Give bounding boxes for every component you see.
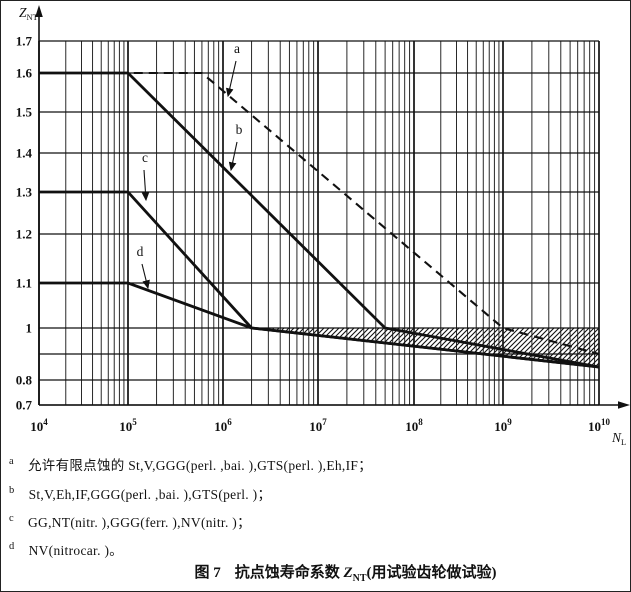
svg-text:106: 106 [214, 417, 232, 434]
svg-text:105: 105 [119, 417, 137, 434]
footnote-text: GG,NT(nitr. ),GGG(ferr. ),NV(nitr. )； [27, 515, 251, 530]
curve-b [39, 71, 600, 369]
x-axis-labels: 104 105 106 107 108 109 1010 [30, 417, 610, 434]
svg-text:c: c [142, 150, 148, 165]
svg-text:1.7: 1.7 [16, 34, 33, 49]
svg-text:NL: NL [611, 430, 626, 447]
footnote-a: a 允许有限点蚀的 St,V,GGG(perl. ,bai. ),GTS(perl… [9, 454, 372, 474]
footnote-c: c GG,NT(nitr. ),GGG(ferr. ),NV(nitr. )； [9, 511, 251, 531]
y-axis-labels: 1.7 1.6 1.5 1.4 1.3 1.2 1.1 1 0.8 0.7 [16, 34, 33, 413]
footnote-text: 允许有限点蚀的 St,V,GGG(perl. ,bai. ),GTS(perl.… [27, 458, 373, 473]
footnote-b: b St,V,Eh,IF,GGG(perl. ,bai. ),GTS(perl. … [9, 483, 271, 503]
curve-label-c: c [141, 150, 150, 202]
svg-text:0.7: 0.7 [16, 398, 33, 413]
figure-number: 图 7 [194, 565, 221, 581]
footnote-d: d NV(nitrocar. )。 [9, 539, 123, 559]
curve-label-a: a [225, 41, 240, 98]
caption-symbol-sub: NT [352, 573, 367, 584]
caption-symbol: Z [343, 565, 353, 581]
curve-label-b: b [228, 122, 243, 172]
footnote-marker: c [9, 513, 14, 524]
svg-text:1.1: 1.1 [16, 276, 32, 291]
curve-a [133, 71, 600, 356]
svg-text:107: 107 [309, 417, 327, 434]
svg-text:a: a [234, 41, 240, 56]
svg-text:0.8: 0.8 [16, 373, 33, 388]
svg-text:1.2: 1.2 [16, 227, 32, 242]
svg-text:1010: 1010 [588, 417, 611, 434]
svg-text:ZNT: ZNT [19, 5, 39, 22]
svg-text:1.5: 1.5 [16, 105, 33, 120]
svg-text:104: 104 [30, 417, 48, 434]
figure-caption: 图 7 抗点蚀寿命系数 ZNT(用试验齿轮做试验) [71, 561, 620, 584]
footnote-marker: b [9, 485, 15, 496]
x-axis-title: NL [611, 430, 626, 447]
footnote-marker: a [9, 456, 14, 467]
svg-text:108: 108 [405, 417, 423, 434]
caption-text-post: (用试验齿轮做试验) [366, 565, 497, 581]
y-axis-title: ZNT [19, 5, 39, 22]
curve-d [39, 281, 600, 369]
curve-label-d: d [137, 244, 150, 290]
footnote-marker: d [9, 541, 15, 552]
caption-text-pre: 抗点蚀寿命系数 [234, 565, 344, 581]
svg-text:1.3: 1.3 [16, 185, 33, 200]
svg-text:1.4: 1.4 [16, 146, 33, 161]
svg-text:109: 109 [494, 417, 512, 434]
svg-text:b: b [236, 122, 243, 137]
svg-text:d: d [137, 244, 144, 259]
svg-text:1.6: 1.6 [16, 66, 33, 81]
footnote-text: NV(nitrocar. )。 [28, 543, 124, 558]
svg-text:1: 1 [26, 321, 33, 336]
footnote-text: St,V,Eh,IF,GGG(perl. ,bai. ),GTS(perl. )… [28, 487, 272, 502]
axes [35, 5, 630, 409]
